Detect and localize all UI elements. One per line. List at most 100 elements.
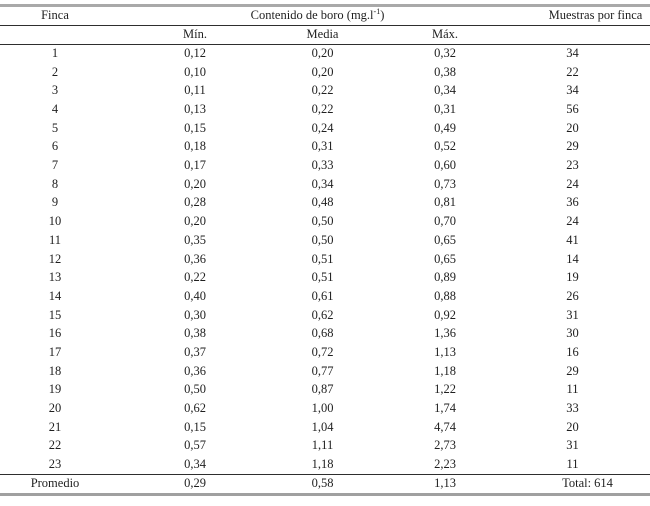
cell-finca: 20 — [48, 401, 62, 416]
cell-media: 0,24 — [311, 120, 334, 135]
cell-min: 0,17 — [184, 158, 206, 173]
cell-muestras: 56 — [566, 102, 579, 117]
cell-media: 0,31 — [311, 139, 334, 154]
cell-max: 0,52 — [434, 139, 456, 154]
cell-min: 0,57 — [184, 438, 206, 453]
cell-max: 0,49 — [434, 120, 456, 135]
cell-finca: 19 — [48, 382, 62, 397]
cell-min: 0,20 — [184, 176, 206, 191]
cell-min: 0,20 — [184, 214, 206, 229]
cell-media: 0,51 — [311, 270, 334, 285]
boro-unit-suffix: ) — [380, 8, 385, 23]
table-row: 8 0,20 0,34 0,73 24 — [0, 175, 650, 194]
cell-muestras: 29 — [566, 139, 579, 154]
cell-media: 1,00 — [311, 401, 334, 416]
cell-finca: 13 — [48, 270, 62, 285]
cell-muestras: 22 — [566, 64, 579, 79]
cell-finca: 18 — [48, 363, 62, 378]
cell-min: 0,18 — [184, 139, 206, 154]
cell-muestras: 34 — [566, 83, 579, 98]
table-row: 17 0,37 0,72 1,13 16 — [0, 344, 650, 363]
cell-muestras: 20 — [566, 419, 579, 434]
table-row: 19 0,50 0,87 1,22 11 — [0, 381, 650, 400]
cell-media: 0,62 — [311, 307, 334, 322]
cell-muestras: 26 — [566, 288, 579, 303]
cell-max: 0,92 — [434, 307, 456, 322]
cell-max: 0,81 — [434, 195, 456, 210]
cell-max: 0,32 — [434, 46, 456, 61]
cell-finca: 3 — [51, 83, 59, 98]
cell-media: 0,77 — [311, 363, 334, 378]
cell-muestras: 29 — [566, 363, 579, 378]
cell-finca: 22 — [48, 438, 62, 453]
cell-media: 0,87 — [311, 382, 334, 397]
summary-media: 0,58 — [311, 475, 334, 490]
table-row: 3 0,11 0,22 0,34 34 — [0, 82, 650, 101]
cell-max: 2,73 — [434, 438, 456, 453]
table-row: 23 0,34 1,18 2,23 11 — [0, 456, 650, 475]
group-header-row: Finca Contenido de boro (mg.l-1) Muestra… — [0, 6, 650, 26]
cell-min: 0,40 — [184, 288, 206, 303]
cell-media: 0,72 — [311, 344, 334, 359]
table-row: 14 0,40 0,61 0,88 26 — [0, 287, 650, 306]
table-row: 7 0,17 0,33 0,60 23 — [0, 157, 650, 176]
cell-finca: 15 — [48, 307, 62, 322]
cell-finca: 2 — [51, 64, 59, 79]
table-body: 1 0,12 0,20 0,32 34 2 0,10 0,20 0,38 22 3 0,11 0,22 0… — [0, 45, 650, 475]
cell-max: 0,73 — [434, 176, 456, 191]
table-row: 1 0,12 0,20 0,32 34 — [0, 45, 650, 64]
table-header: Finca Contenido de boro (mg.l-1) Muestra… — [0, 6, 650, 45]
table-row: 22 0,57 1,11 2,73 31 — [0, 437, 650, 456]
cell-muestras: 16 — [566, 344, 579, 359]
table-row: 18 0,36 0,77 1,18 29 — [0, 362, 650, 381]
table-row: 15 0,30 0,62 0,92 31 — [0, 306, 650, 325]
cell-max: 2,23 — [434, 456, 456, 471]
cell-media: 0,50 — [311, 214, 334, 229]
cell-finca: 21 — [48, 419, 62, 434]
sub-header-max: Máx. — [431, 27, 459, 42]
cell-finca: 11 — [48, 232, 62, 247]
boro-unit-superscript: -1 — [373, 6, 381, 16]
cell-finca: 9 — [51, 195, 59, 210]
boron-content-table: Finca Contenido de boro (mg.l-1) Muestra… — [0, 4, 650, 496]
cell-max: 1,22 — [434, 382, 456, 397]
cell-media: 0,34 — [311, 176, 334, 191]
cell-muestras: 24 — [566, 176, 579, 191]
table-row: 2 0,10 0,20 0,38 22 — [0, 63, 650, 82]
cell-media: 0,68 — [311, 326, 334, 341]
cell-min: 0,15 — [184, 120, 206, 135]
cell-finca: 4 — [51, 102, 59, 117]
sub-header-min: Mín. — [183, 27, 207, 42]
cell-muestras: 30 — [566, 326, 579, 341]
cell-muestras: 19 — [566, 270, 579, 285]
column-header-muestras: Muestras por finca — [548, 8, 643, 23]
cell-min: 0,62 — [184, 401, 206, 416]
table-footer: Promedio 0,29 0,58 1,13 Total: 614 — [0, 474, 650, 494]
cell-muestras: 23 — [566, 158, 579, 173]
cell-min: 0,37 — [184, 344, 206, 359]
cell-finca: 12 — [48, 251, 62, 266]
cell-muestras: 11 — [566, 456, 579, 471]
summary-total: Total: 614 — [562, 475, 613, 490]
cell-min: 0,22 — [184, 270, 206, 285]
cell-min: 0,50 — [184, 382, 206, 397]
cell-media: 1,18 — [311, 456, 334, 471]
cell-muestras: 34 — [566, 46, 579, 61]
cell-finca: 16 — [48, 326, 62, 341]
cell-muestras: 41 — [566, 232, 579, 247]
cell-max: 0,31 — [434, 102, 456, 117]
cell-media: 0,33 — [311, 158, 334, 173]
cell-media: 0,51 — [311, 251, 334, 266]
summary-max: 1,13 — [434, 475, 456, 490]
table-row: 9 0,28 0,48 0,81 36 — [0, 194, 650, 213]
cell-max: 4,74 — [434, 419, 456, 434]
table-row: 5 0,15 0,24 0,49 20 — [0, 119, 650, 138]
cell-finca: 8 — [51, 176, 59, 191]
cell-min: 0,36 — [184, 363, 206, 378]
cell-finca: 10 — [48, 214, 62, 229]
cell-finca: 14 — [48, 288, 62, 303]
cell-finca: 6 — [51, 139, 59, 154]
cell-min: 0,11 — [184, 83, 206, 98]
cell-max: 0,65 — [434, 251, 456, 266]
